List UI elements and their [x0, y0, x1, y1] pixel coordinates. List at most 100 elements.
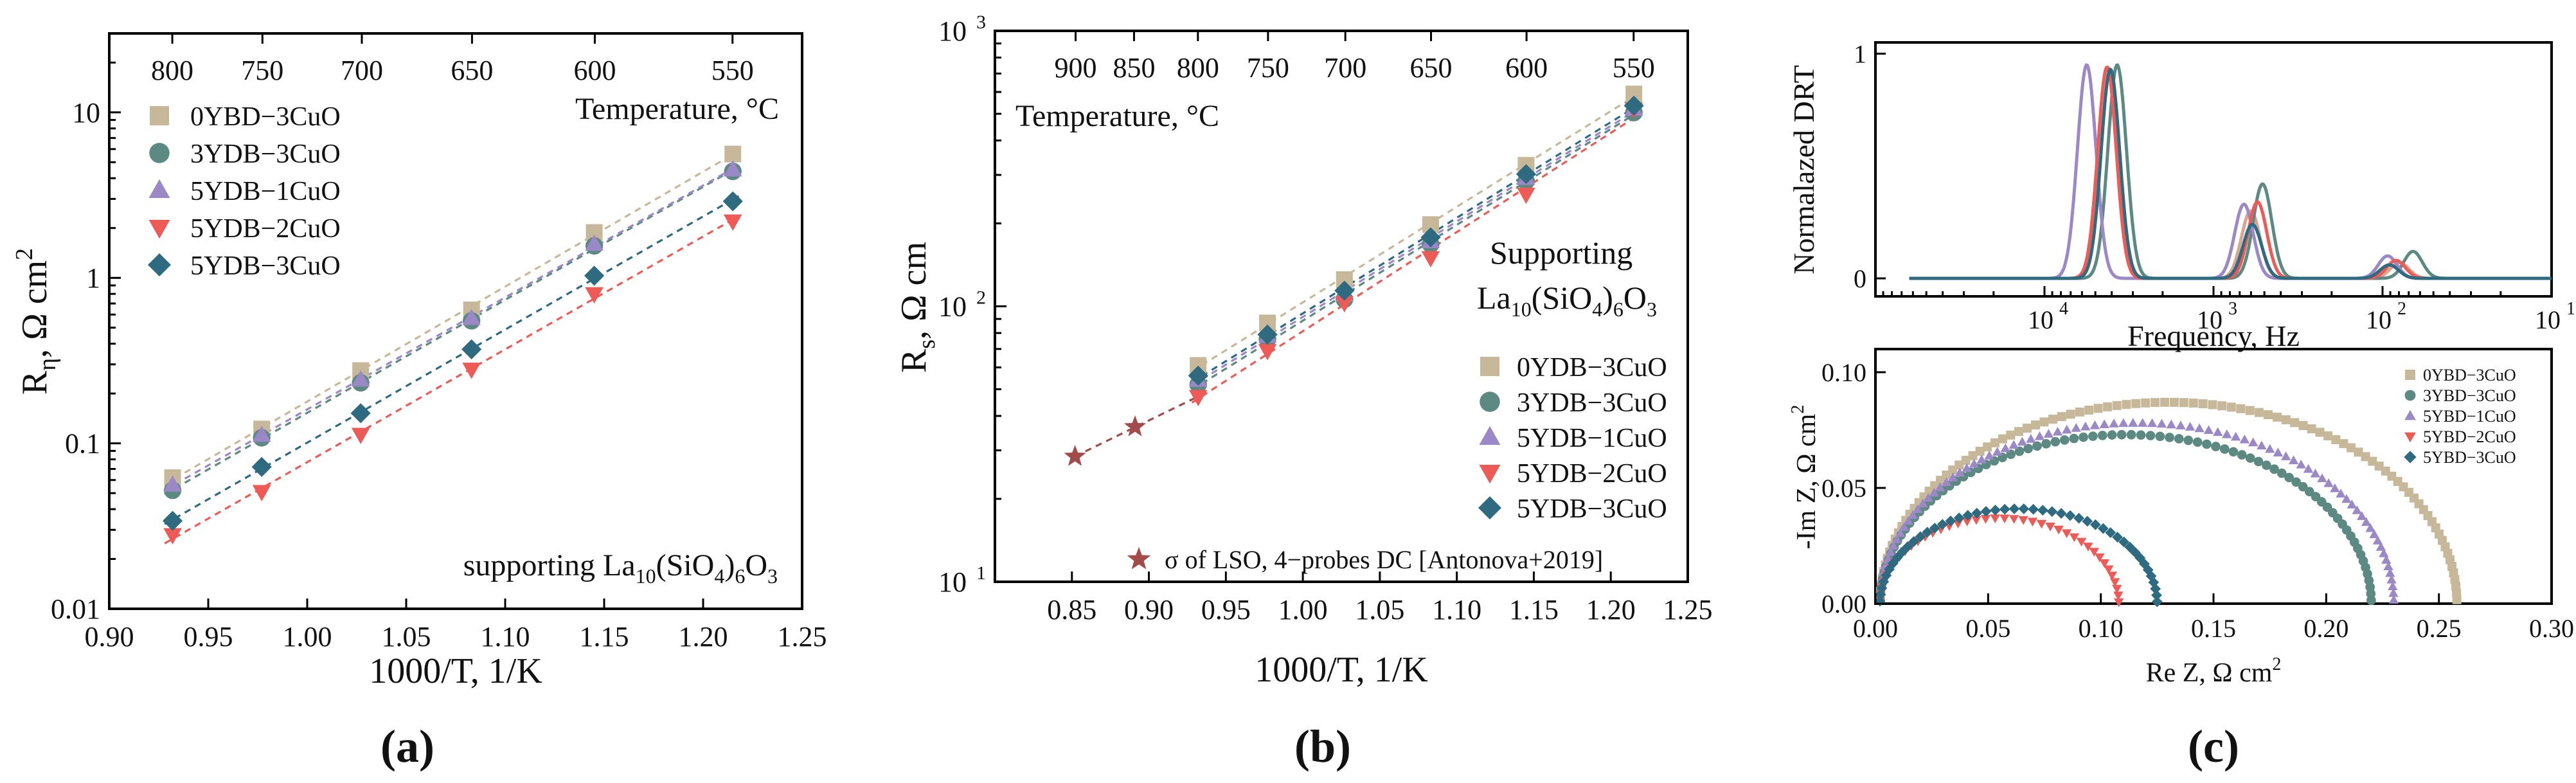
marker-3-0	[1188, 390, 1208, 406]
nyq-point-2-21	[1954, 467, 1965, 477]
panel-b-top-ticks: 900 850 800 750 700 650 600 550	[1055, 31, 1655, 84]
nyq-point-0-36	[2066, 410, 2075, 419]
marker-3-4	[1517, 187, 1535, 204]
nyq-point-4-20	[1990, 505, 2001, 516]
nyq-point-4-43	[2150, 583, 2161, 595]
top-tick-label-2: 700	[341, 55, 383, 86]
nyq-point-0-54	[2236, 404, 2246, 413]
nyq-point-2-44	[2156, 419, 2167, 428]
nyq-point-2-37	[2089, 420, 2100, 429]
legend-label-0: 0YDB−3CuO	[1517, 353, 1667, 382]
marker-2-4	[585, 234, 604, 251]
marker-2-5	[723, 160, 742, 177]
nyq-point-2-73	[2369, 529, 2379, 539]
nyq-y-tick-label-2: 0.10	[1821, 358, 1866, 387]
nyq-point-2-70	[2356, 511, 2367, 520]
marker-3-3	[462, 363, 481, 379]
panel-b-caption: (b)	[1294, 721, 1351, 772]
marker-4-2	[350, 403, 371, 424]
legend-label-3: 5YDB−2CuO	[1517, 459, 1667, 489]
nyq-point-2-32	[2043, 429, 2054, 438]
marker-4-4	[1516, 164, 1537, 184]
x-tick-label-7: 1.20	[1586, 594, 1636, 626]
nyq-point-2-17	[1929, 487, 1939, 497]
nyq-x-tick-label-6: 0.30	[2529, 614, 2574, 643]
marker-4-3	[1420, 227, 1441, 248]
nyq-x-tick-label-0: 0.00	[1853, 614, 1898, 643]
y-tick-label-0: 0.01	[51, 593, 100, 625]
nyq-point-0-43	[2131, 399, 2141, 408]
nyq-point-3-34	[2104, 565, 2114, 575]
nyq-point-0-33	[2039, 417, 2049, 427]
panel-c-drt-curves	[1909, 63, 2552, 280]
nyq-point-2-79	[2385, 568, 2395, 577]
marker-3-1	[1258, 344, 1277, 361]
nyq-point-2-51	[2222, 429, 2232, 438]
nyq-point-0-51	[2208, 400, 2217, 410]
nyq-point-2-41	[2128, 418, 2138, 427]
y-tick-exp-0: 1	[976, 562, 986, 584]
nyq-point-4-41	[2145, 570, 2157, 582]
nyq-point-1-29	[2023, 444, 2034, 454]
top-tick-label-1: 850	[1113, 52, 1155, 84]
nyq-point-3-32	[2095, 553, 2105, 562]
nyq-point-2-48	[2194, 423, 2205, 433]
legend-label-2: 5YDB−1CuO	[1517, 424, 1667, 453]
nyq-point-2-71	[2361, 517, 2372, 526]
nyq-legend-marker-3	[2404, 432, 2416, 443]
nyq-point-2-61	[2303, 464, 2314, 473]
nyq-point-2-42	[2137, 418, 2148, 427]
nyq-point-3-21	[2008, 515, 2019, 524]
nyq-point-2-43	[2147, 418, 2158, 428]
top-tick-label-4: 600	[573, 55, 616, 86]
nyq-point-2-12	[1903, 516, 1913, 525]
nyq-x-tick-label-3: 0.15	[2191, 614, 2236, 643]
x-tick-label-4: 1.10	[481, 621, 530, 652]
y-tick-label-0: 10	[938, 566, 967, 598]
x-tick-label-4: 1.05	[1355, 594, 1404, 626]
drt-x-tick-label-0: 10	[2028, 305, 2053, 334]
nyq-point-2-27	[2000, 443, 2010, 453]
nyq-point-0-61	[2298, 421, 2308, 431]
nyq-point-4-40	[2142, 564, 2154, 575]
nyq-point-2-6	[1883, 554, 1893, 562]
nyq-point-2-34	[2062, 424, 2072, 434]
nyq-point-2-18	[1935, 482, 1945, 492]
nyq-point-4-14	[1936, 519, 1948, 530]
nyq-point-4-42	[2148, 577, 2160, 588]
nyq-point-2-52	[2230, 431, 2241, 441]
top-tick-label-5: 550	[711, 55, 754, 86]
y-tick-label-3: 10	[72, 97, 100, 129]
panel-b-x-ticks: 0.85 0.90 0.95 1.00 1.05 1.10 1.15 1.20 1.25	[1047, 572, 1713, 626]
nyq-point-2-53	[2239, 434, 2250, 444]
nyq-point-2-55	[2257, 440, 2267, 450]
marker-3-3	[1421, 251, 1440, 267]
nyq-point-2-54	[2248, 437, 2258, 447]
nyq-point-1-36	[2088, 431, 2098, 441]
marker-2-2	[351, 370, 370, 387]
nyq-point-1-59	[2291, 477, 2301, 487]
nyq-point-0-67	[2347, 443, 2356, 453]
nyq-point-0-31	[2022, 423, 2032, 433]
nyq-point-2-20	[1947, 472, 1958, 482]
nyq-point-0-53	[2226, 402, 2236, 412]
nyq-point-1-56	[2269, 464, 2279, 474]
nyq-legend-marker-2	[2404, 410, 2416, 420]
marker-2-0	[163, 475, 182, 492]
nyq-y-tick-label-1: 0.05	[1821, 474, 1866, 503]
nyq-point-2-8	[1888, 541, 1899, 550]
panel-c-drt: 10 4 10 3 10 2 10 101 Normalazed DRT Frequency,…	[1787, 39, 2575, 352]
panel-a-annotation: supporting La10(SiO4)6O3	[463, 548, 778, 588]
x-tick-label-6: 1.15	[1509, 594, 1559, 626]
nyq-point-1-60	[2298, 482, 2308, 492]
y-tick-label-1: 0.1	[65, 428, 100, 460]
panel-c-drt-x-label: Frequency, Hz	[2127, 320, 2300, 352]
panel-b-x-label: 1000/T, 1/K	[1255, 650, 1428, 690]
legend-marker-2	[1479, 426, 1501, 445]
nyq-point-4-10	[1908, 536, 1920, 547]
nyq-point-3-33	[2099, 559, 2110, 568]
panel-a-fit-lines	[164, 150, 740, 544]
nyq-point-0-62	[2307, 424, 2316, 434]
nyq-point-0-49	[2188, 398, 2198, 408]
nyq-point-4-35	[2118, 536, 2129, 548]
